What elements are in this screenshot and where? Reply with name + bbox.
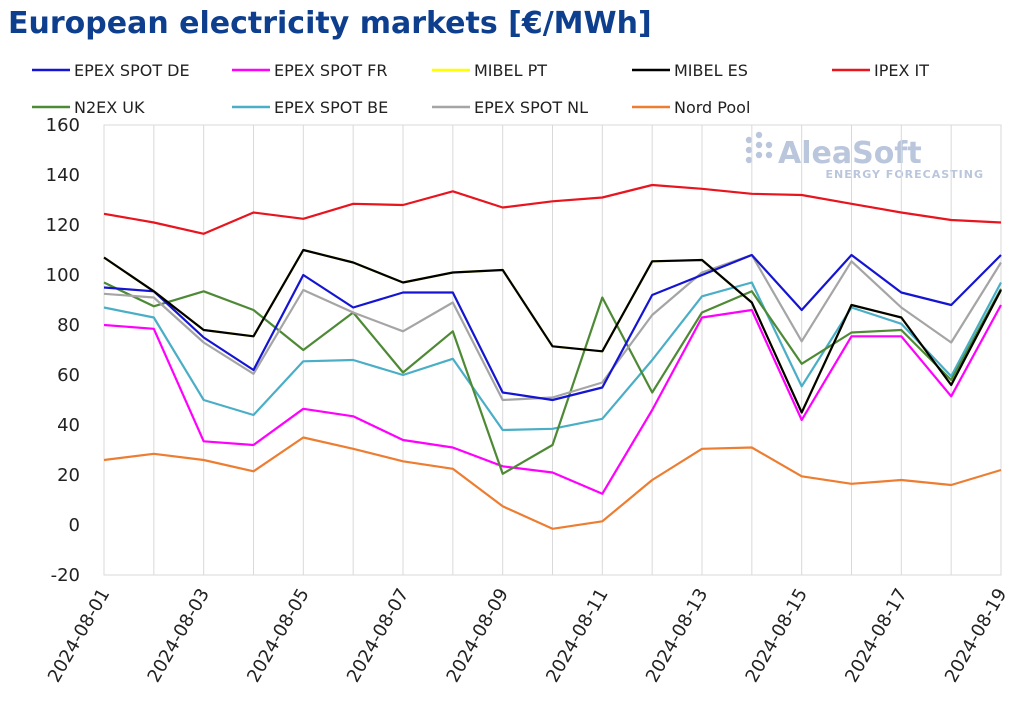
legend-label: EPEX SPOT FR (274, 61, 388, 80)
x-tick-label: 2024-08-17 (841, 585, 911, 686)
x-tick-label: 2024-08-15 (742, 585, 812, 686)
logo-name: AleaSoft (778, 136, 922, 171)
y-tick-label: 120 (46, 215, 80, 236)
y-tick-label: 20 (57, 465, 80, 486)
x-tick-label: 2024-08-09 (443, 585, 513, 686)
logo-dot (755, 141, 763, 149)
logo-tagline: ENERGY FORECASTING (826, 168, 984, 181)
legend-label: IPEX IT (874, 61, 929, 80)
x-tick-label: 2024-08-03 (144, 585, 214, 686)
x-tick-label: 2024-08-07 (343, 585, 413, 686)
logo-dot (745, 136, 753, 144)
legend-label: EPEX SPOT BE (274, 98, 388, 117)
y-tick-label: 0 (69, 515, 80, 536)
logo-dot (745, 156, 753, 164)
series-line-ipex-it (103, 183, 1002, 235)
series-lines (103, 183, 1002, 530)
logo-dot (755, 151, 763, 159)
series-line-nord-pool (103, 436, 1002, 530)
legend-label: EPEX SPOT NL (474, 98, 588, 117)
x-tick-label: 2024-08-13 (642, 585, 712, 686)
y-tick-label: -20 (51, 565, 80, 586)
x-axis: 2024-08-01 2024-08-03 2024-08-05 2024-08-07… (44, 585, 1011, 686)
series-line-epex-spot-nl (103, 253, 1002, 402)
legend-label: EPEX SPOT DE (74, 61, 190, 80)
y-tick-label: 40 (57, 415, 80, 436)
legend-label: N2EX UK (74, 98, 145, 117)
legend-label: Nord Pool (674, 98, 750, 117)
logo-dot (765, 151, 773, 159)
y-tick-label: 160 (46, 115, 80, 136)
y-tick-label: 100 (46, 265, 80, 286)
series-line-n2ex-uk (103, 281, 1002, 475)
series-line-epex-spot-fr (103, 304, 1002, 495)
legend-label: MIBEL ES (674, 61, 748, 80)
x-tick-label: 2024-08-05 (243, 585, 313, 686)
series-line-mibel-es (103, 248, 1002, 414)
chart-title: European electricity markets [€/MWh] (8, 6, 652, 41)
logo-dot (755, 131, 763, 139)
y-tick-label: 140 (46, 165, 80, 186)
logo-dot (745, 146, 753, 154)
gridlines (103, 124, 1002, 576)
legend: EPEX SPOT DE EPEX SPOT FR MIBEL PT MIBEL ES… (32, 61, 929, 117)
x-tick-label: 2024-08-11 (542, 585, 612, 686)
series-line-epex-spot-de (103, 253, 1002, 402)
x-tick-label: 2024-08-01 (44, 585, 114, 686)
logo-dot (765, 141, 773, 149)
plot-area (103, 124, 1002, 576)
y-tick-label: 80 (57, 315, 80, 336)
x-tick-label: 2024-08-19 (941, 585, 1011, 686)
legend-label: MIBEL PT (474, 61, 547, 80)
y-axis: -20 0 20 40 60 80 100 120 140 160 (46, 115, 80, 586)
y-tick-label: 60 (57, 365, 80, 386)
